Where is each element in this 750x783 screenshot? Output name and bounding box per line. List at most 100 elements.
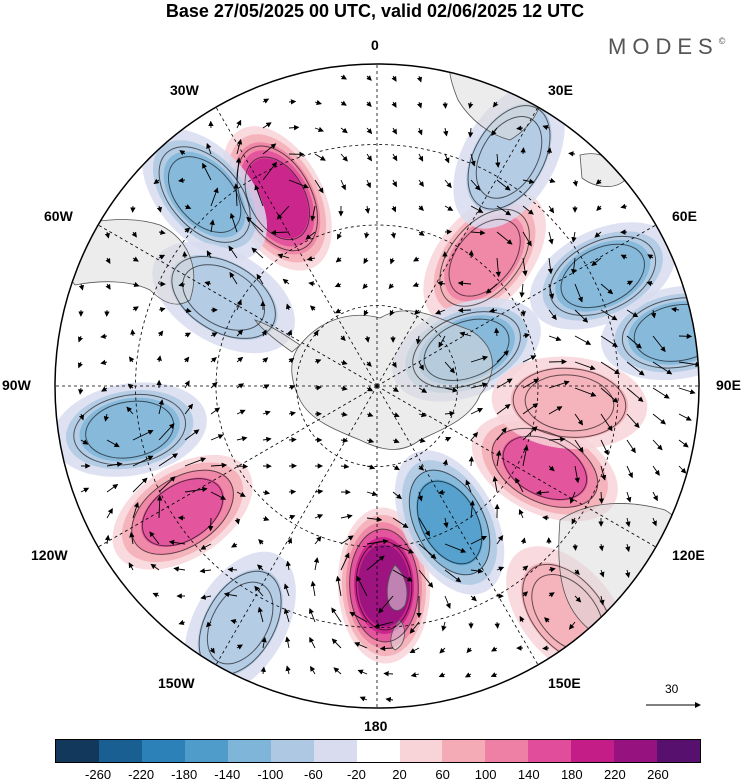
wind-arrow [310,665,316,675]
wind-arrow [548,465,555,472]
wind-arrow [340,385,348,391]
colorbar-cell [98,740,142,762]
wind-arrow [443,517,449,529]
wind-arrow [520,147,526,155]
wind-arrow [270,229,290,236]
wind-arrow [496,179,511,191]
wind-arrow [80,487,90,493]
wind-arrow [652,439,663,451]
wind-arrow [489,307,498,314]
lon-label-120e: 120E [672,547,705,563]
meridian-line [376,101,542,387]
wind-arrow [285,303,292,311]
meridian-line [92,385,378,551]
contour-line [423,318,510,381]
wind-arrow [444,153,450,164]
reference-vector-label: 30 [665,682,679,696]
wind-arrow [331,638,342,649]
wind-arrow [262,143,277,155]
wind-arrow [491,646,498,652]
wind-arrow [496,378,513,389]
wind-arrow [236,383,245,389]
wind-arrow [288,410,296,417]
wind-arrow [574,361,596,371]
wind-arrow [209,647,215,654]
wind-arrow [519,615,525,623]
wind-arrow [572,179,578,187]
colorbar-cell [442,740,486,762]
wind-arrow [106,439,120,448]
wind-arrow [349,611,368,623]
wind-arrow [366,516,383,522]
wind-arrow [390,231,396,239]
south-america-land [59,219,195,305]
wind-arrow [494,621,500,629]
wind-arrow [383,671,394,677]
wind-arrow [464,672,472,678]
wind-arrow [210,381,218,389]
wind-arrow [178,177,186,183]
wind-arrow [492,476,498,493]
wind-arrow [391,361,397,368]
wind-arrow [516,125,524,131]
wind-arrow [106,483,119,493]
wind-arrow [288,124,300,131]
lon-label-60w: 60W [44,208,73,224]
wind-arrow [651,517,657,527]
anomaly-shade [140,477,225,547]
wind-arrow [287,537,293,545]
wind-arrow [496,427,507,441]
wind-arrow [548,380,570,389]
contour-line [633,303,699,362]
wind-arrow [490,672,498,678]
wind-arrow [470,595,477,602]
wind-arrow [598,491,605,504]
wind-arrow [671,306,680,313]
wind-arrow [206,250,212,259]
wind-arrow [626,465,633,479]
wind-arrow [470,408,484,415]
wind-arrow [467,127,474,138]
wind-arrow [626,361,645,376]
wind-arrow [314,358,322,365]
wind-arrow [574,335,592,345]
wind-arrow [210,332,218,338]
wind-arrow [156,205,163,213]
wind-arrow [392,438,400,444]
wind-arrow [600,465,607,481]
wind-arrow [522,355,537,363]
wind-arrow [366,538,389,545]
wind-arrow [493,327,500,337]
wind-arrow [262,98,270,104]
parallel-circle [296,305,458,467]
contour-line [131,469,234,555]
wind-arrow [254,184,264,207]
wind-arrow [598,543,605,552]
colorbar-tick-label: -60 [303,767,323,782]
wind-arrow [334,308,342,314]
meridian-line [212,101,378,387]
wind-arrow [548,309,557,321]
wind-arrow [104,231,110,239]
wind-arrow [391,75,397,82]
wind-arrow [548,436,566,442]
wind-arrow [596,205,602,212]
wind-arrow [444,569,462,583]
wind-arrow [287,329,293,337]
anomaly-shade [416,479,483,566]
wind-arrow [548,592,555,598]
wind-arrow [444,595,451,609]
wind-arrow [442,101,448,109]
wind-arrow [100,333,108,339]
wind-arrow [522,426,538,441]
wind-arrow [457,280,472,286]
wind-arrow [678,465,687,474]
wind-arrow [184,307,192,313]
colorbar-cell [227,740,271,762]
wind-arrow [574,309,589,323]
lon-label-0: 0 [371,37,379,53]
colorbar-tick-label: -180 [171,767,198,782]
colorbar-tick-label: -100 [257,767,284,782]
wind-arrow [418,387,428,393]
